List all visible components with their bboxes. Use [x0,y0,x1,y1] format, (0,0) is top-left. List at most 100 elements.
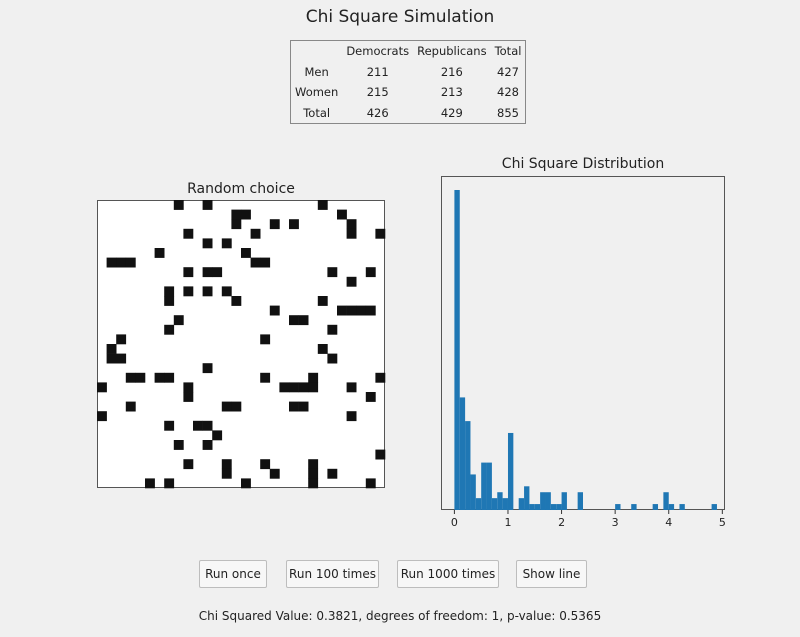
grid-cell [145,478,155,489]
grid-cell [183,286,194,297]
grid-cell [346,382,357,393]
grid-cell [365,267,376,278]
grid-cell [231,296,242,306]
grid-cell [202,267,213,278]
grid-cell [97,411,107,422]
grid-cell [308,468,319,479]
grid-title: Random choice [187,181,295,197]
chi-square-histogram: 0 1 2 3 4 5 [441,176,726,529]
grid-cell [97,382,107,393]
histogram-bar [454,190,460,510]
grid-cell [327,324,338,335]
grid-cell [308,459,319,470]
table-header-cell: Democrats [346,44,410,59]
histogram-bar [524,486,530,510]
table-header-row: Democrats Republicans Total [291,41,526,62]
grid-cell [202,363,213,374]
histogram-bar [615,504,621,510]
random-choice-grid [97,200,386,489]
grid-cell [212,267,223,278]
grid-cell [327,468,338,479]
histogram-bar [481,462,487,510]
table-cell: 215 [366,85,389,100]
grid-cell [116,334,127,345]
grid-cell [375,228,386,239]
grid-cell [289,219,299,230]
grid-cell [269,468,280,479]
grid-cell [164,372,175,383]
grid-cell [231,209,242,220]
grid-cell [260,459,271,470]
grid-cell [202,420,213,431]
grid-cell [346,219,357,230]
grid-cell [212,430,223,441]
x-tick-label: 2 [558,516,565,529]
grid-cell [365,478,376,489]
histogram-title: Chi Square Distribution [501,156,665,172]
grid-cell [375,372,386,383]
grid-cell [250,228,261,239]
histogram-bar [507,432,514,510]
table-row: Men 211 216 427 [291,62,526,82]
grid-cell [337,305,347,316]
x-tick-label: 1 [504,516,511,529]
grid-cell [231,401,242,412]
table-header-cell: Republicans [417,44,487,59]
grid-cell [260,372,271,383]
table-cell: Total [303,105,331,120]
grid-cell [106,353,117,364]
grid-cell [308,372,319,383]
table-cell: 428 [497,85,519,100]
grid-cell [269,219,280,230]
grid-cell [164,478,175,489]
grid-cell [183,382,194,393]
table-cell: 213 [440,85,463,100]
window-title: Chi Square Simulation [305,7,495,27]
histogram-bar [470,474,476,510]
run-100-times-button[interactable]: Run 100 times [286,560,379,588]
table-cell: 211 [366,64,389,79]
histogram-bar [561,492,567,510]
histogram-bar [502,498,508,510]
histogram-bar [486,462,492,510]
contingency-table: Democrats Republicans Total Men 211 216 … [290,40,527,124]
grid-cell [269,305,280,316]
grid-cell [241,478,251,489]
grid-cell [241,248,251,258]
grid-cell [289,315,299,326]
grid-cell [308,478,319,489]
grid-cell [327,267,338,278]
grid-cell [193,420,203,431]
histogram-bar [529,504,535,510]
grid-cell [250,257,261,268]
table-row: Women 215 213 428 [291,82,526,102]
run-1000-times-button[interactable]: Run 1000 times [397,560,499,588]
histogram-bar [577,492,583,510]
grid-cell [289,401,299,412]
grid-cell [125,257,136,268]
grid-cell [164,286,175,297]
grid-cell [106,257,117,268]
histogram-bar [497,492,503,510]
grid-cell [221,401,232,412]
histogram-bar [550,504,557,510]
grid-cell [375,449,386,460]
grid-cell [298,401,309,412]
grid-cell [289,382,299,393]
show-line-button[interactable]: Show line [516,560,587,588]
histogram-bar [556,504,562,510]
grid-cell [173,200,184,210]
grid-cell [260,257,271,268]
run-once-button[interactable]: Run once [199,560,267,588]
grid-cell [135,372,146,383]
grid-cell [164,420,175,431]
table-cell: 855 [497,105,519,120]
grid-cell [116,353,127,364]
grid-cell [202,286,213,297]
histogram-bar [475,498,482,510]
table-cell: Men [304,64,329,79]
table-header-cell: Total [494,44,522,59]
histogram-bar [518,498,525,510]
grid-cell [183,392,194,402]
histogram-bar [711,504,717,510]
